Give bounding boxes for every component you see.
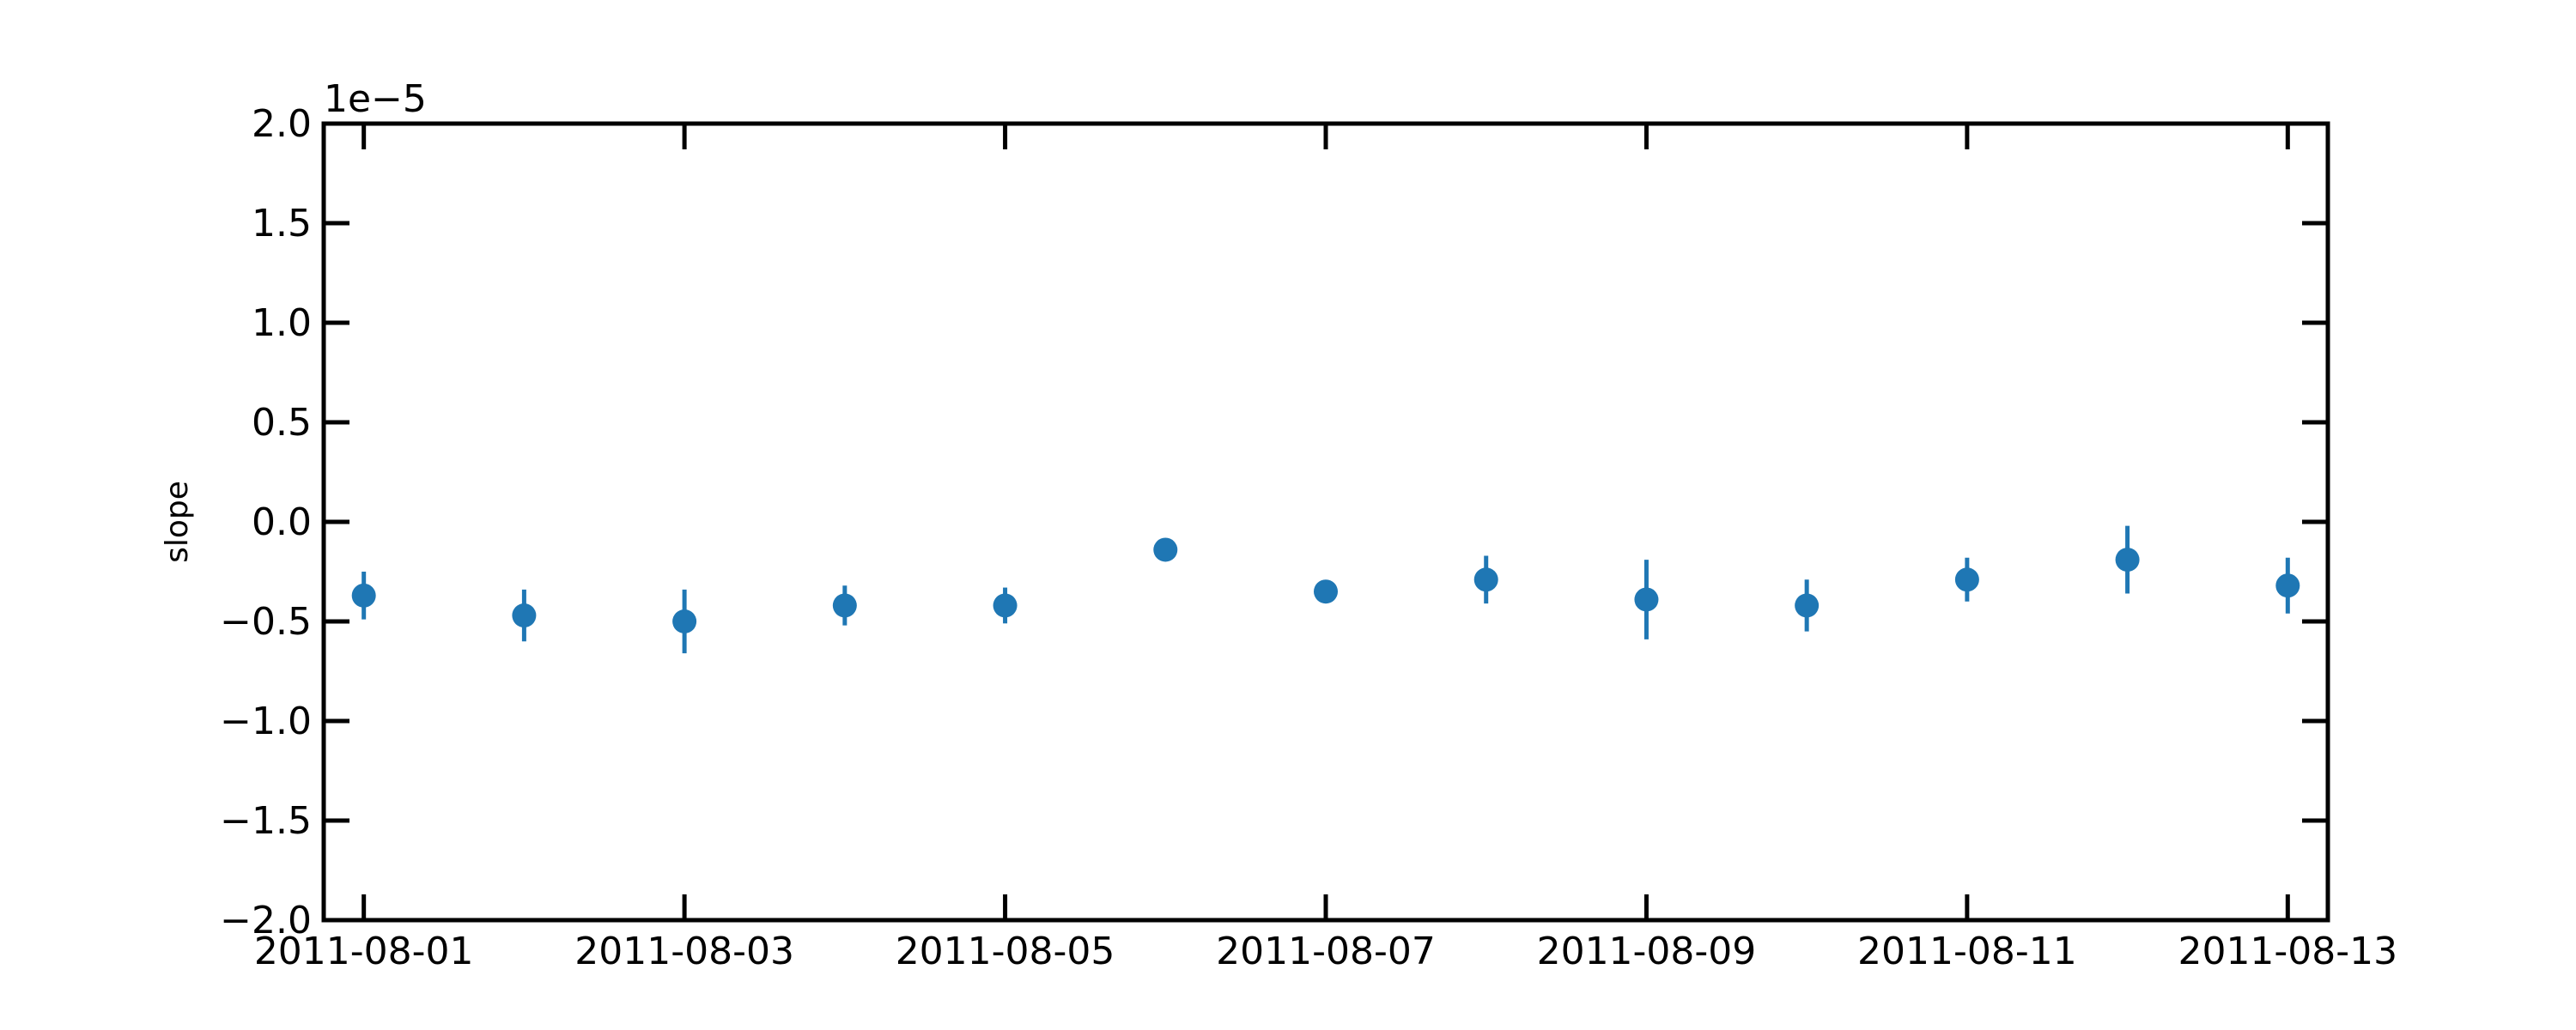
data-point: [1153, 537, 1178, 562]
x-tick-label: 2011-08-11: [1857, 930, 2077, 973]
y-tick-label: −2.0: [220, 899, 312, 942]
y-tick-label: −1.5: [220, 799, 312, 843]
y-tick-label: 2.0: [252, 102, 312, 146]
data-point: [1314, 579, 1338, 604]
x-tick-label: 2011-08-01: [254, 930, 474, 973]
data-point: [1954, 567, 1979, 592]
data-point: [2275, 573, 2300, 598]
data-point: [1795, 593, 1820, 618]
x-tick-label: 2011-08-03: [574, 930, 794, 973]
data-point: [2115, 548, 2140, 573]
x-tick-label: 2011-08-09: [1537, 930, 1757, 973]
x-tick-label: 2011-08-05: [896, 930, 1115, 973]
data-point: [351, 583, 376, 608]
data-point: [672, 609, 697, 633]
x-tick-label: 2011-08-13: [2178, 930, 2397, 973]
y-axis-label: slope: [160, 481, 195, 563]
y-tick-labels: 2.0 1.5 1.0 0.5 0.0 −0.5 −1.0 −1.5 −2.0: [220, 102, 312, 942]
data-points: [351, 537, 2300, 633]
data-point: [512, 603, 537, 628]
y-tick-label: −1.0: [220, 700, 312, 743]
y-tick-label: 1.5: [252, 202, 312, 245]
y-offset-label: 1e−5: [324, 77, 427, 121]
data-point: [1634, 587, 1659, 612]
data-point: [993, 593, 1018, 618]
x-tick-label: 2011-08-07: [1216, 930, 1436, 973]
plot-frame: [321, 121, 2330, 923]
data-point: [832, 593, 857, 618]
y-tick-label: 0.5: [252, 401, 312, 445]
data-point: [1473, 567, 1498, 592]
y-tick-label: −0.5: [220, 600, 312, 644]
y-tick-label: 0.0: [252, 500, 312, 544]
x-tick-labels: 2011-08-01 2011-08-03 2011-08-05 2011-08-07…: [254, 930, 2397, 973]
y-tick-label: 1.0: [252, 301, 312, 345]
